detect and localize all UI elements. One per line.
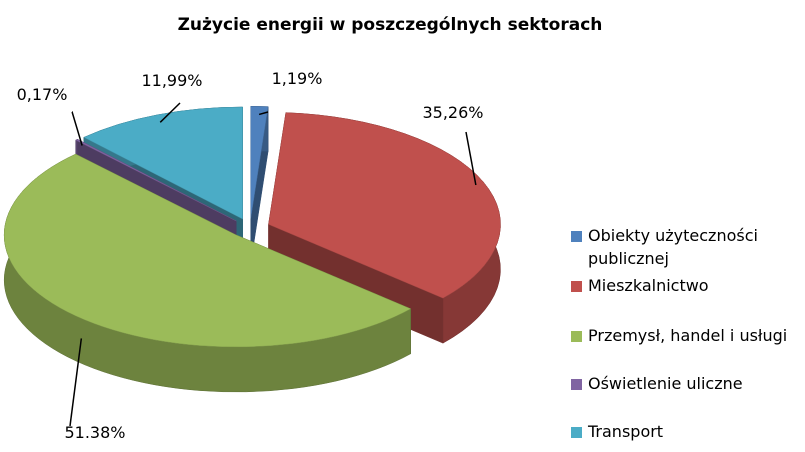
data-label: 51.38%	[64, 423, 125, 442]
legend-swatch	[571, 281, 582, 292]
slice	[83, 106, 243, 220]
data-label: 0,17%	[17, 85, 68, 104]
data-label: 11,99%	[141, 71, 202, 90]
data-label: 1,19%	[272, 69, 323, 88]
legend-label: Oświetlenie uliczne	[588, 374, 743, 393]
legend-swatch	[571, 331, 582, 342]
legend-label: Transport	[588, 422, 664, 441]
slice	[250, 106, 269, 219]
legend-label: Przemysł, handel i usługi	[588, 326, 788, 345]
slice	[75, 139, 237, 222]
legend-label: Mieszkalnictwo	[588, 276, 709, 295]
leader-line	[258, 111, 269, 116]
legend-label: Obiekty użyteczności publicznej	[588, 226, 758, 268]
leader-line	[71, 111, 83, 146]
slice	[268, 112, 501, 299]
legend-swatch	[571, 427, 582, 438]
legend-swatch	[571, 379, 582, 390]
data-label: 35,26%	[422, 103, 483, 122]
legend-swatch	[571, 231, 582, 242]
slice	[3, 153, 412, 348]
leader-line	[69, 338, 83, 427]
leader-line	[465, 131, 477, 186]
leader-line	[159, 102, 181, 123]
slice-tops	[3, 106, 501, 348]
chart-title: Zużycie energii w poszczególnych sektora…	[178, 15, 603, 35]
